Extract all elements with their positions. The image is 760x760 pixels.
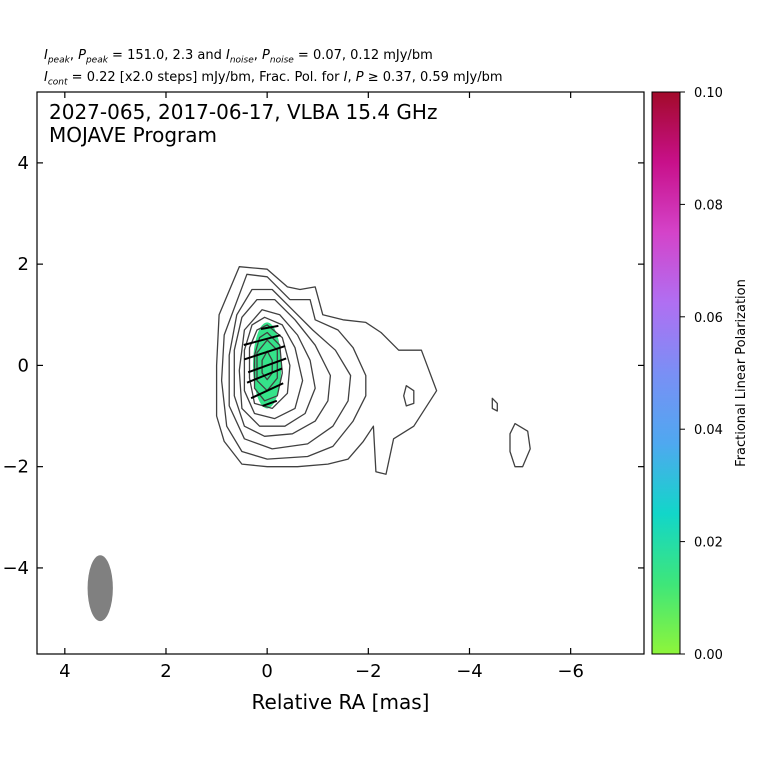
colorbar-tick-label: 0.06 bbox=[694, 311, 723, 326]
axes-frame bbox=[37, 92, 644, 654]
y-tick-label: 2 bbox=[18, 254, 29, 275]
x-tick-label: 4 bbox=[59, 661, 70, 682]
colorbar-tick-label: 0.10 bbox=[694, 86, 723, 101]
x-tick-label: 2 bbox=[160, 661, 171, 682]
y-tick-label: 0 bbox=[18, 355, 29, 376]
contour-line bbox=[492, 398, 497, 411]
x-tick-label: −4 bbox=[456, 661, 483, 682]
colorbar-tick-label: 0.08 bbox=[694, 198, 723, 213]
x-tick-label: −6 bbox=[557, 661, 584, 682]
x-axis-label: Relative RA [mas] bbox=[252, 690, 430, 714]
colorbar-tick-label: 0.00 bbox=[694, 648, 723, 663]
contour-line bbox=[510, 424, 530, 467]
contour-line bbox=[222, 274, 366, 459]
y-tick-label: −4 bbox=[2, 558, 29, 579]
y-tick-label: −2 bbox=[2, 457, 29, 478]
x-tick-label: −2 bbox=[355, 661, 382, 682]
y-tick-label: 4 bbox=[18, 153, 29, 174]
chart-title-line2: MOJAVE Program bbox=[49, 123, 217, 147]
colorbar bbox=[652, 92, 680, 654]
contour-line bbox=[404, 386, 414, 406]
x-tick-label: 0 bbox=[261, 661, 272, 682]
colorbar-label: Fractional Linear Polarization bbox=[734, 279, 749, 467]
beam-ellipse bbox=[88, 555, 113, 621]
colorbar-tick-label: 0.04 bbox=[694, 423, 723, 438]
colorbar-tick-label: 0.02 bbox=[694, 536, 723, 551]
chart-title-line1: 2027-065, 2017-06-17, VLBA 15.4 GHz bbox=[49, 100, 437, 124]
